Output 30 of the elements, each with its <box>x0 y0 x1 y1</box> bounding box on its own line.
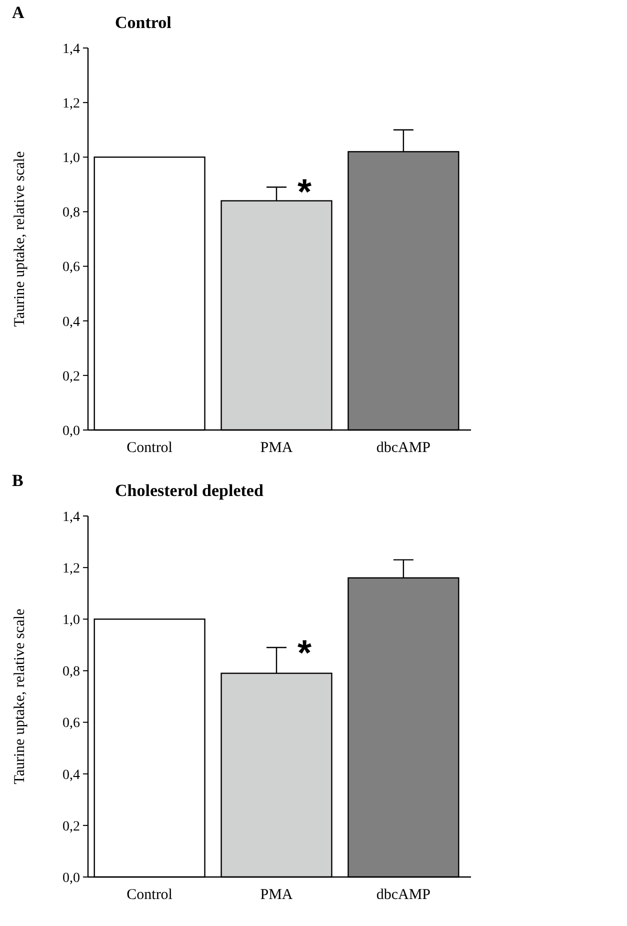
y-tick-label: 0,0 <box>62 424 80 439</box>
x-tick-label: PMA <box>260 887 293 903</box>
x-tick-label: dbcAMP <box>376 887 431 903</box>
y-tick-label: 0,8 <box>62 664 80 680</box>
y-tick-label: 0,2 <box>62 819 80 834</box>
x-tick-label: dbcAMP <box>376 440 431 456</box>
x-tick-label: Control <box>126 440 172 456</box>
y-axis-title: Taurine uptake, relative scale <box>12 150 28 327</box>
y-tick-label: 1,0 <box>62 613 80 628</box>
y-axis-title: Taurine uptake, relative scale <box>12 608 28 784</box>
y-tick-label: 0,2 <box>62 369 80 384</box>
y-tick-label: 1,2 <box>62 96 80 112</box>
y-tick-label: 0,4 <box>62 768 80 783</box>
x-tick-label: Control <box>126 887 172 903</box>
y-tick-label: 0,6 <box>62 260 80 276</box>
y-tick-label: 1,4 <box>62 510 80 525</box>
y-tick-label: 0,6 <box>62 716 80 732</box>
chart-title: Cholesterol depleted <box>115 481 264 500</box>
x-tick-label: PMA <box>260 440 293 456</box>
y-tick-label: 1,4 <box>62 42 80 57</box>
text: B <box>12 471 24 490</box>
text: A <box>12 3 25 22</box>
y-tick-label: 0,0 <box>62 870 80 886</box>
y-tick-label: 0,8 <box>62 206 80 221</box>
chart-title: Control <box>115 13 172 32</box>
y-tick-label: 1,2 <box>62 561 80 576</box>
annotation: * <box>297 632 312 673</box>
y-tick-label: 1,0 <box>62 151 80 166</box>
y-tick-label: 0,4 <box>62 314 80 330</box>
annotation: * <box>297 171 312 212</box>
